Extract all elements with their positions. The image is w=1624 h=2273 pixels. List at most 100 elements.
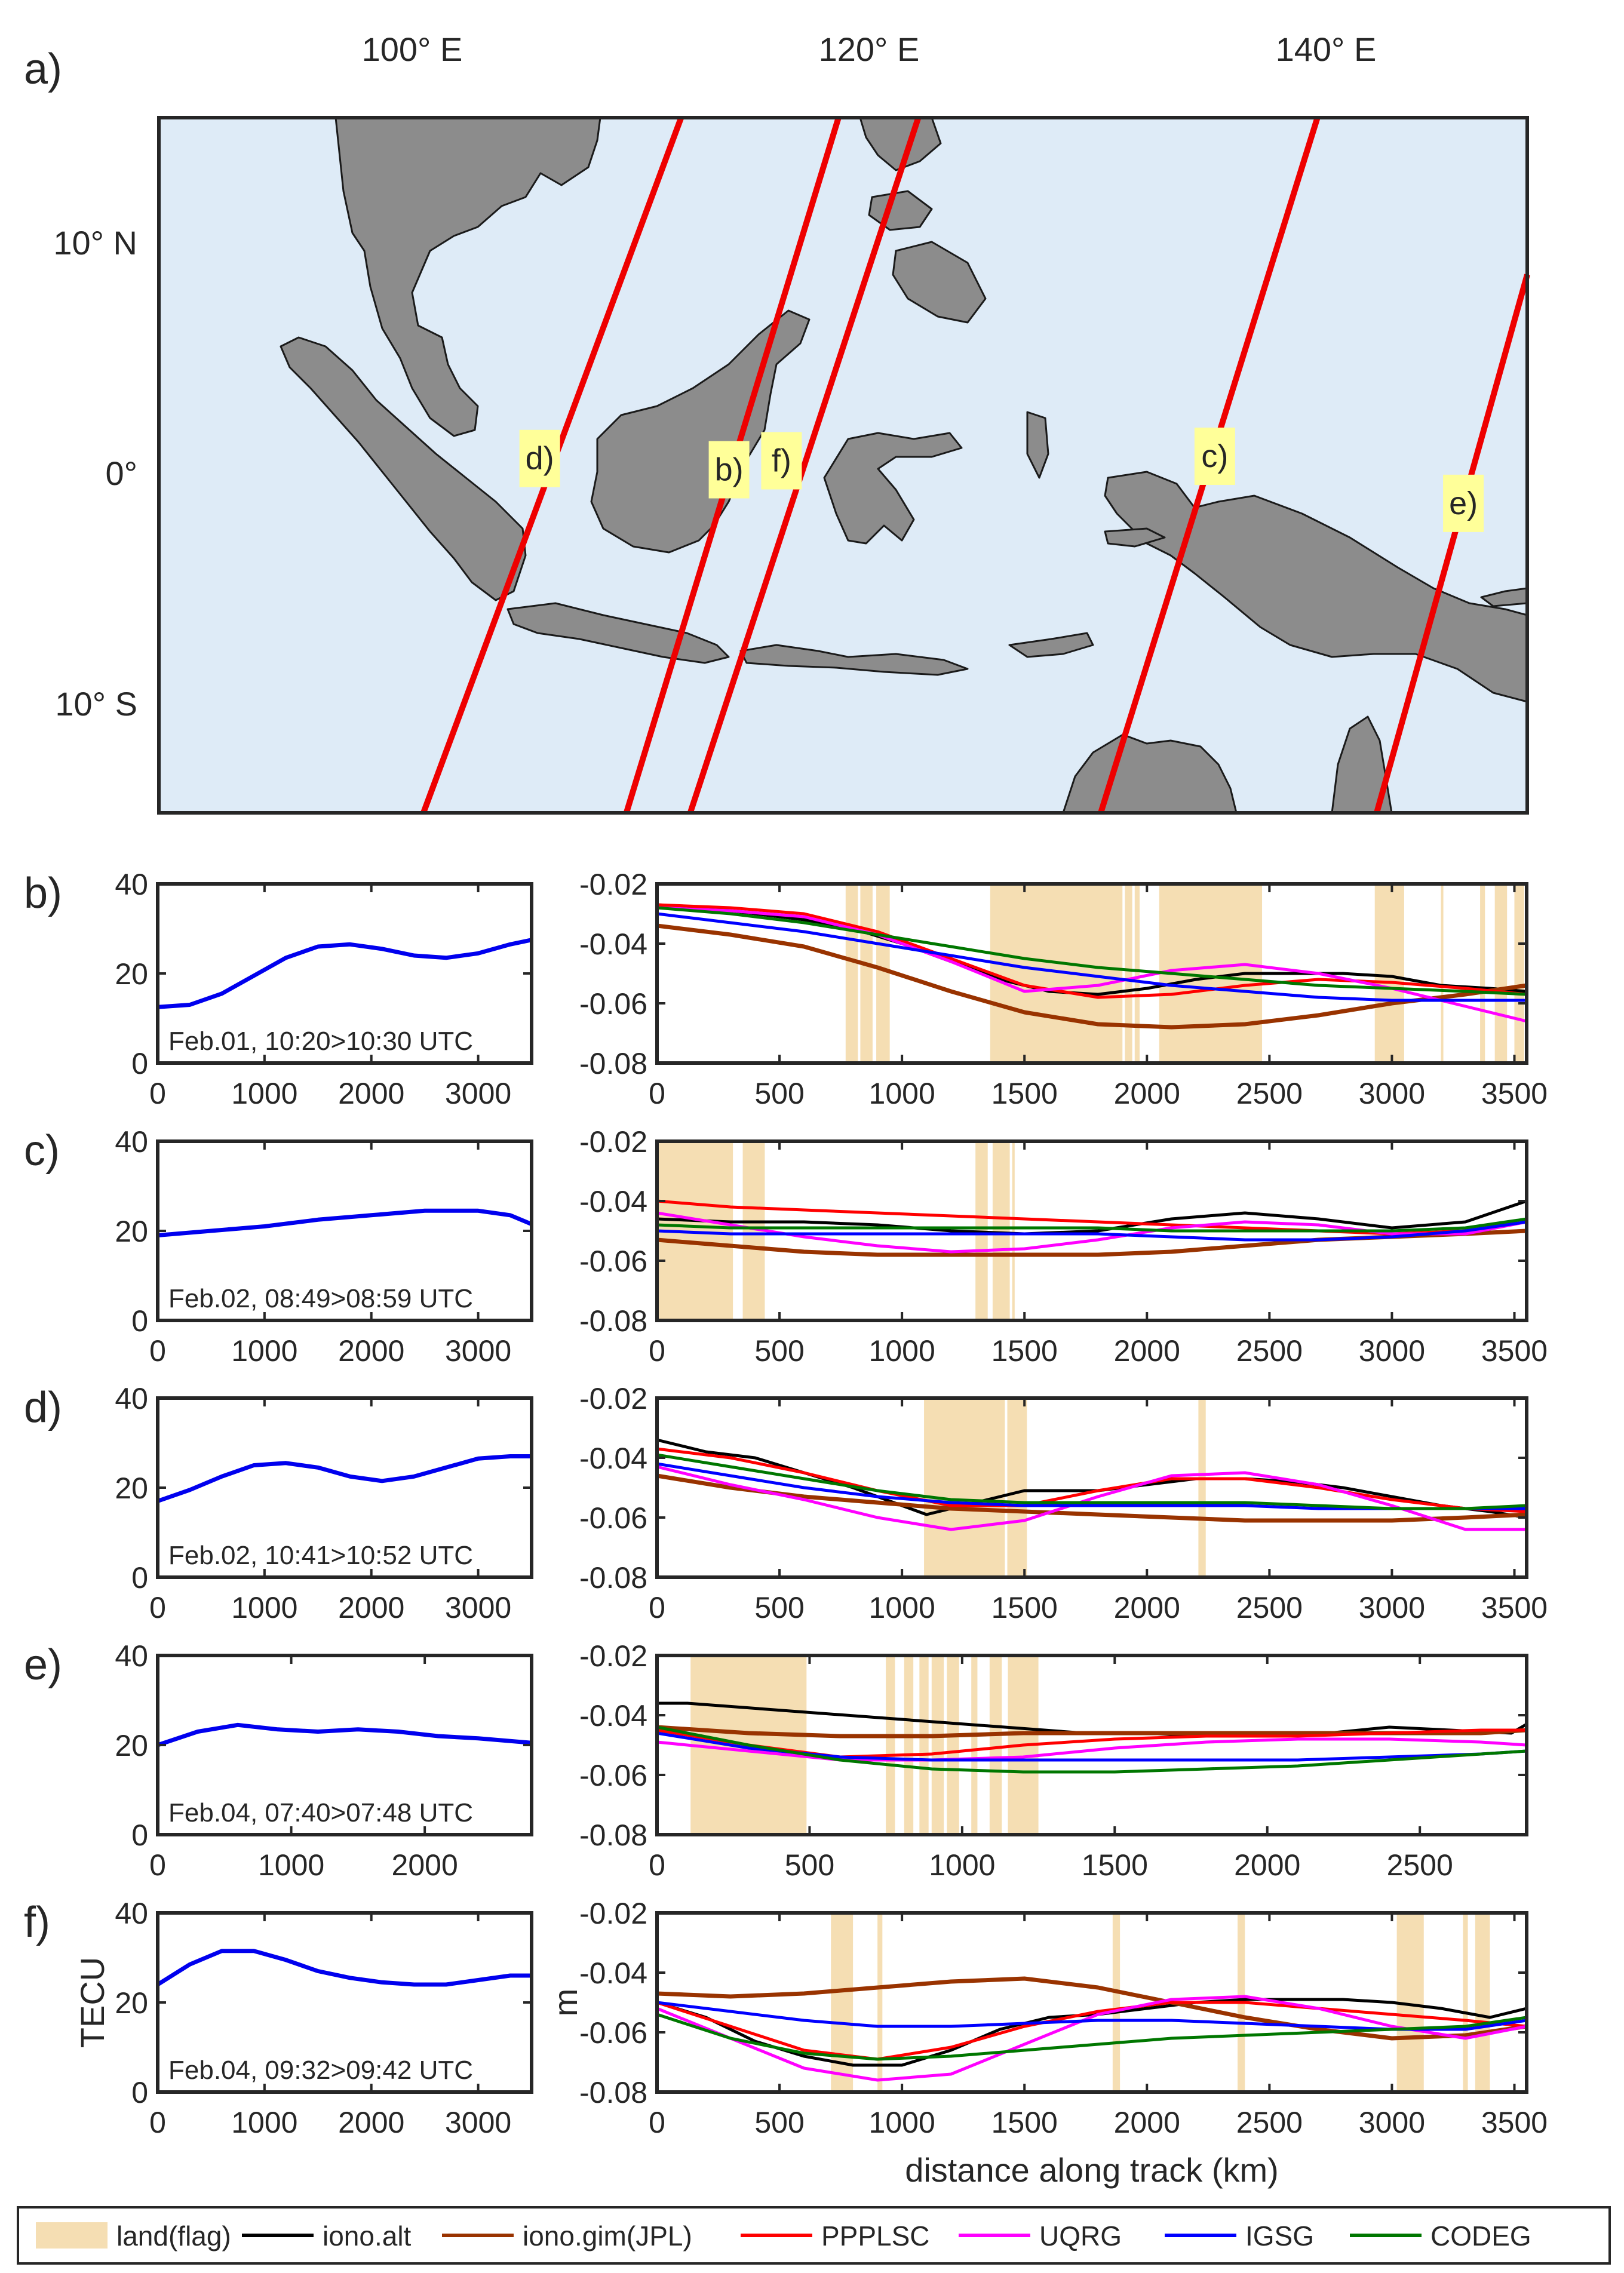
land-flag-band — [1374, 884, 1404, 1063]
series-line-6 — [656, 1217, 1527, 1233]
land-flag-band — [860, 884, 873, 1063]
x-tick-label: 2000 — [1114, 1591, 1180, 1624]
landmass-java — [506, 602, 730, 664]
x-tick-label: 1000 — [231, 1334, 297, 1368]
land-flag-band — [886, 1655, 895, 1835]
x-tick-label: 1500 — [991, 2106, 1058, 2139]
land-flag-band — [1514, 884, 1524, 1063]
x-tick-label: 3000 — [445, 2106, 511, 2139]
legend-item: IGSG — [1165, 2220, 1314, 2252]
track-label-bg — [519, 429, 560, 487]
right-axes: -0.08 -0.06 -0.04 -0.02 0 500 1000 1500 2000 2500 — [579, 1639, 1528, 1882]
lon-label-140e: 140° E — [1276, 30, 1377, 68]
x-tick-label: 2000 — [392, 1848, 458, 1882]
x-tick-label: 2500 — [1236, 1077, 1303, 1110]
chart-row-1: b) 0 20 40 0 1000 2000 3000 Feb.01, 10:20>10:30 … — [24, 868, 1548, 1110]
x-tick-label: 3000 — [1359, 1077, 1425, 1110]
x-tick-label: 1000 — [231, 2106, 297, 2139]
y-tick-label: 40 — [115, 1382, 148, 1415]
x-tick-label: 0 — [649, 1077, 665, 1110]
legend-label: PPPLSC — [821, 2220, 930, 2252]
x-axis-label: distance along track (km) — [905, 2151, 1279, 2189]
y-tick-label: -0.02 — [579, 1382, 647, 1415]
land-flag-band — [1112, 1913, 1120, 2092]
y-tick-label: 20 — [115, 1472, 148, 1505]
legend-label: iono.alt — [323, 2220, 412, 2252]
x-tick-label: 3500 — [1481, 1334, 1548, 1368]
land-flag-band — [1125, 884, 1132, 1063]
x-tick-label: 2000 — [338, 1334, 404, 1368]
y-tick-label: 0 — [131, 1304, 148, 1338]
left-axes: 0 20 40 0 1000 2000 Feb.04, 07:40>07:48 UTC — [115, 1639, 533, 1882]
series-line-4 — [656, 1465, 1527, 1531]
x-tick-label: 1000 — [869, 1591, 935, 1624]
y-tick-label: 40 — [115, 868, 148, 901]
lon-label-100e: 100° E — [362, 30, 463, 68]
landmass-cape-york — [1331, 715, 1393, 814]
x-tick-label: 1500 — [991, 1077, 1058, 1110]
x-tick-label: 500 — [785, 1848, 834, 1882]
panel-label: f) — [24, 1899, 50, 1946]
right-frame — [655, 1396, 1528, 1579]
series-line-4 — [656, 1737, 1527, 1762]
left-axes: 0 20 40 0 1000 2000 3000 Feb.02, 10:41>10:52 UT… — [115, 1382, 533, 1624]
right-axes: -0.08 -0.06 -0.04 -0.02 0 500 1000 1500 2000 2500… — [579, 1382, 1548, 1624]
y-tick-label: -0.04 — [579, 1185, 647, 1218]
x-tick-label: 2000 — [1114, 1077, 1180, 1110]
series-line-2 — [656, 1976, 1527, 2041]
track-label-text: e) — [1449, 486, 1478, 521]
time-annotation: Feb.01, 10:20>10:30 UTC — [168, 1027, 473, 1056]
y-tick-label: -0.04 — [579, 927, 647, 961]
land-flag-band — [989, 1655, 1002, 1835]
right-frame — [655, 1654, 1528, 1836]
y-tick-label: 20 — [115, 1215, 148, 1248]
y-tick-label: -0.06 — [579, 987, 647, 1021]
landmass-seram — [1104, 527, 1166, 548]
x-tick-label: 2500 — [1236, 1334, 1303, 1368]
y-tick-label: 20 — [115, 1729, 148, 1762]
series-line-5 — [656, 1220, 1527, 1242]
land-flag-band — [1480, 884, 1485, 1063]
landmass-nusa-tenggara — [739, 644, 969, 676]
x-tick-label: 3000 — [445, 1334, 511, 1368]
land-flag-band — [1007, 1398, 1027, 1577]
chart-row-2: c) 0 20 40 0 1000 2000 3000 Feb.02, 08:49>08:59 … — [24, 1125, 1548, 1368]
y-tick-label: 40 — [115, 1639, 148, 1673]
legend-label: CODEG — [1430, 2220, 1531, 2252]
land-flag-band — [947, 1655, 959, 1835]
tec-series-line — [157, 938, 532, 1009]
map-frame — [157, 116, 1529, 815]
x-tick-label: 2500 — [1387, 1848, 1453, 1882]
right-frame — [655, 1911, 1528, 2094]
x-tick-label: 3000 — [445, 1591, 511, 1624]
x-tick-label: 2500 — [1236, 1591, 1303, 1624]
x-tick-label: 2500 — [1236, 2106, 1303, 2139]
land-flag-band — [845, 884, 858, 1063]
land-flag-band — [990, 884, 1123, 1063]
right-ylabel: m — [547, 1989, 584, 2017]
x-tick-label: 0 — [649, 1334, 665, 1368]
x-tick-label: 1000 — [258, 1848, 324, 1882]
landmass-philippines-luzon — [859, 116, 942, 171]
right-axes: -0.08 -0.06 -0.04 -0.02 0 500 1000 1500 2000 2500… — [579, 868, 1548, 1110]
track-label: c) — [1194, 427, 1235, 485]
land-flag-band — [1463, 1913, 1468, 2092]
track-label-text: c) — [1201, 438, 1228, 474]
landmass-halmahera — [1026, 411, 1049, 479]
time-annotation: Feb.02, 10:41>10:52 UTC — [168, 1541, 473, 1570]
land-flag-band — [1012, 1141, 1015, 1320]
y-tick-label: 0 — [131, 1819, 148, 1852]
x-tick-label: 1500 — [1082, 1848, 1148, 1882]
lat-label-10n: 10° N — [53, 224, 137, 262]
tec-series-line — [156, 1722, 532, 1747]
land-flag-band — [1441, 884, 1444, 1063]
legend-item: iono.alt — [242, 2220, 412, 2252]
x-tick-label: 2000 — [338, 1591, 404, 1624]
x-tick-label: 3000 — [1359, 1334, 1425, 1368]
x-tick-label: 2000 — [1114, 2106, 1180, 2139]
left-plot-bg — [158, 1398, 532, 1577]
left-plot-bg — [158, 884, 532, 1063]
series-line-1 — [656, 903, 1527, 996]
lat-label-10s: 10° S — [55, 685, 137, 723]
